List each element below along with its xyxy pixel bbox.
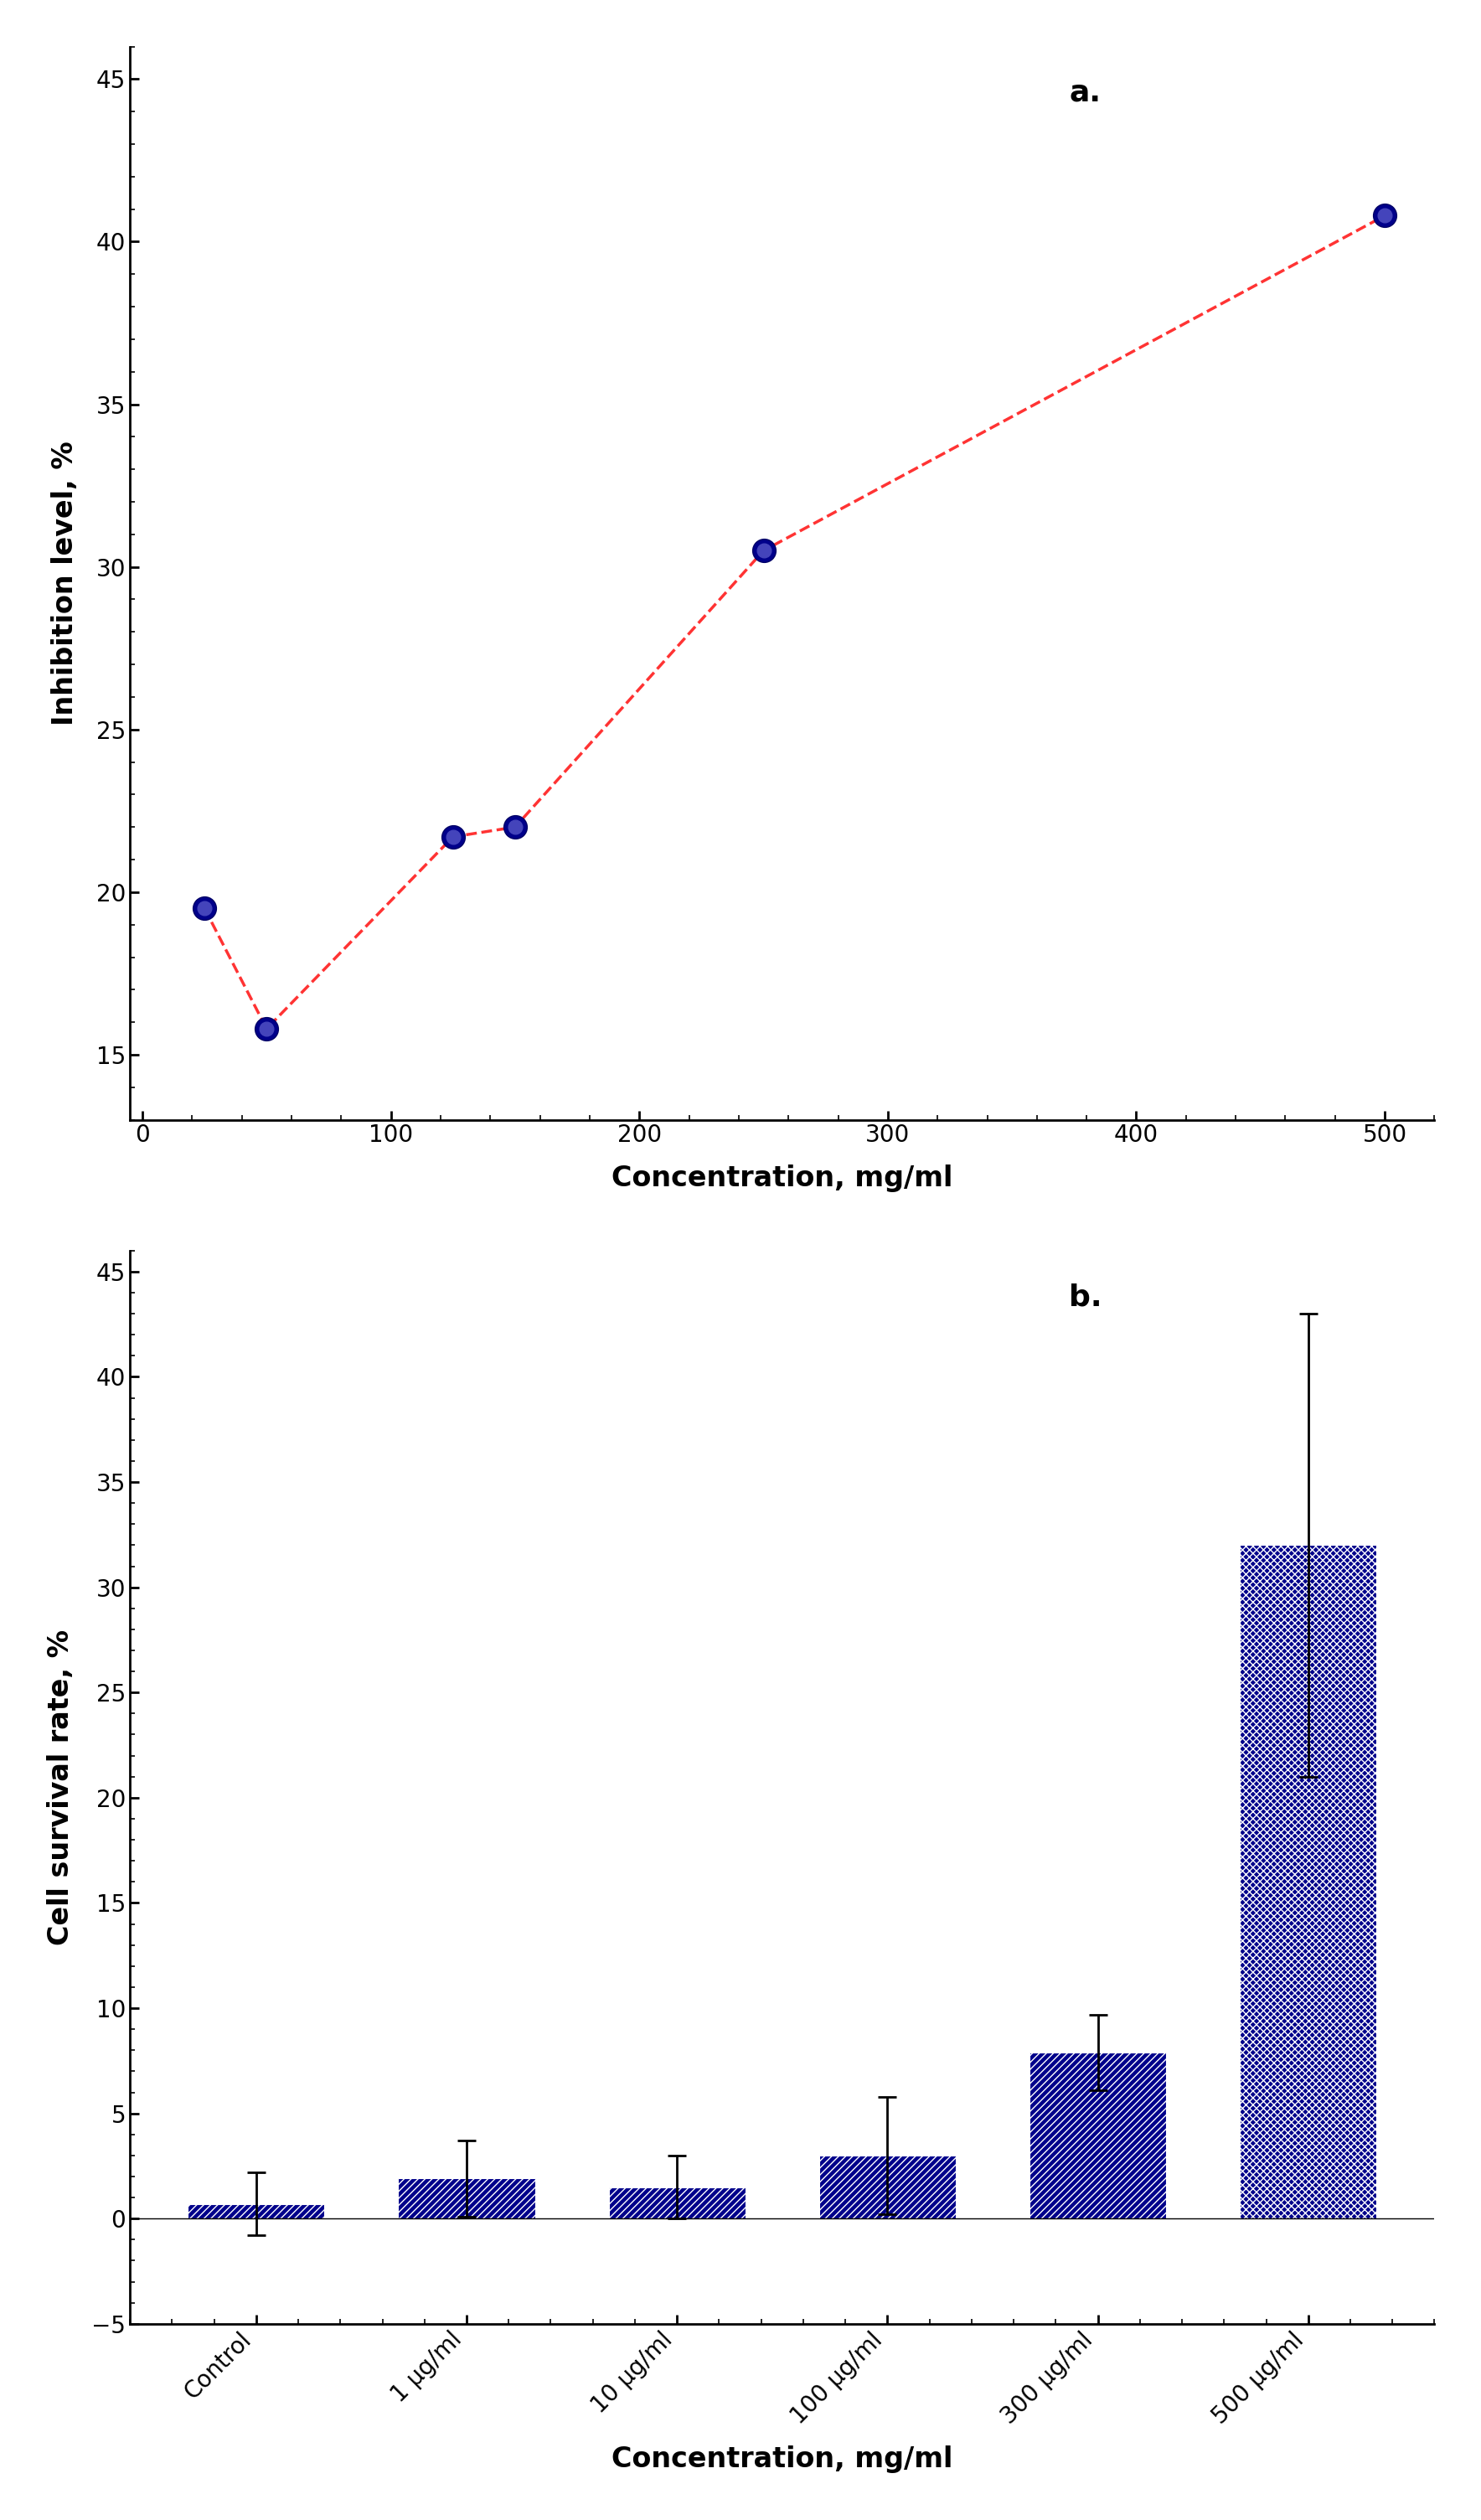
Bar bbox=[1029, 2051, 1166, 2218]
Text: a.: a. bbox=[1069, 78, 1100, 108]
Bar bbox=[609, 2187, 745, 2218]
Bar bbox=[398, 2180, 535, 2218]
X-axis label: Concentration, mg/ml: Concentration, mg/ml bbox=[612, 2447, 952, 2475]
Text: b.: b. bbox=[1069, 1283, 1102, 1310]
Bar bbox=[188, 2205, 324, 2218]
Bar bbox=[1240, 1545, 1377, 2218]
Y-axis label: Cell survival rate, %: Cell survival rate, % bbox=[46, 1630, 74, 1945]
Bar bbox=[819, 2155, 955, 2218]
Y-axis label: Inhibition level, %: Inhibition level, % bbox=[50, 441, 78, 726]
X-axis label: Concentration, mg/ml: Concentration, mg/ml bbox=[612, 1164, 952, 1192]
